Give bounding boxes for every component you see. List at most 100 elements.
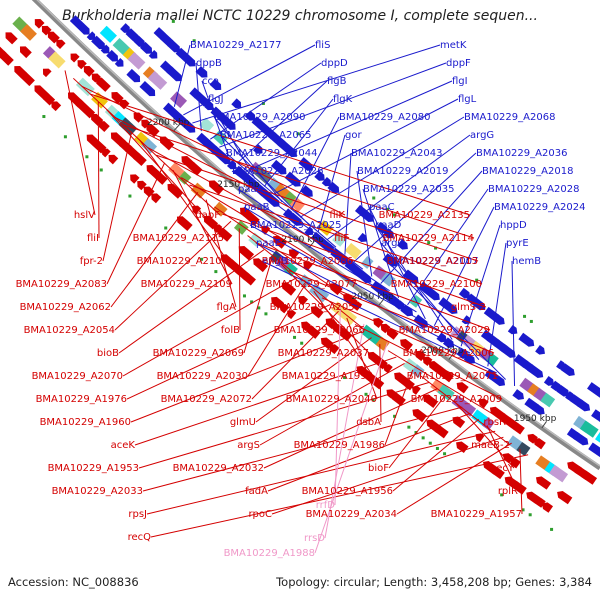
gene-labels: BMA10229_A2177 fliS metK dppB dppD dppF cca flg… (16, 40, 586, 559)
gene-label: aceK (111, 440, 136, 451)
feature-block (540, 392, 556, 408)
gene-arrow (151, 193, 162, 204)
feature-mark (164, 226, 168, 230)
gene-label: BMA10229_A2071 (407, 371, 498, 382)
leader-line (272, 98, 459, 195)
gene-label: BMA10229_A1976 (36, 394, 127, 405)
feature-mark (427, 241, 431, 245)
feature-mark (63, 135, 67, 139)
leader-line (255, 242, 471, 354)
gene-label: hppD (500, 220, 527, 231)
gene-arrow (20, 71, 35, 87)
gene-arrow (591, 409, 600, 421)
gene-label: BMA10229_A2115 (133, 233, 224, 244)
gene-arrow (270, 159, 287, 175)
feature-block (177, 171, 192, 185)
gene-arrow (518, 332, 535, 347)
gene-label: BMA10229_A2026 (232, 166, 323, 177)
feature-mark (372, 196, 376, 200)
gene-label: paaB (244, 202, 270, 213)
leader-line (64, 70, 96, 216)
leader-line (214, 206, 362, 308)
leader-line (420, 375, 511, 446)
feature-mark (529, 319, 533, 323)
gene-arrow (321, 177, 332, 187)
gene-arrow (253, 258, 269, 273)
leader-line (487, 242, 507, 367)
gene-arrow (390, 392, 406, 407)
feature-mark (421, 436, 425, 440)
feature-block (199, 117, 215, 133)
leader-line (388, 394, 447, 469)
gene-label: BMA10229_A2036 (476, 148, 567, 159)
feature-ring (171, 19, 533, 323)
gene-arrow (77, 60, 87, 70)
gene-arrow (166, 66, 182, 82)
feature-block (579, 420, 599, 438)
feature-mark (85, 155, 89, 159)
leader-line (263, 98, 334, 187)
gene-arrow (502, 453, 514, 464)
gene-arrow (120, 23, 130, 33)
tick-label: 2200 kbp (147, 118, 190, 128)
leader-line (243, 206, 417, 313)
leader-line (263, 388, 438, 469)
leader-line (519, 448, 523, 515)
gene-arrow (533, 438, 546, 450)
gene-arrow (34, 18, 45, 29)
gene-label: bioF (368, 463, 389, 474)
gene-label: fliS (315, 40, 330, 51)
gene-label: BMA10229_A2057 (270, 302, 361, 313)
gene-label: BMA10229_A2024 (494, 202, 585, 213)
gene-label: BMA10229_A2037 (278, 348, 369, 359)
gene-label: flgL (458, 94, 477, 105)
leader-line (110, 192, 199, 308)
feature-block (48, 51, 66, 69)
leader-line (380, 170, 483, 284)
gene-label: BMA10229_A1957 (431, 509, 522, 520)
tick-label: 2100 kbp (281, 235, 324, 245)
summary-text: Topology: circular; Length: 3,458,208 bp… (276, 575, 592, 589)
gene-label: BMA10229_A2177 (190, 40, 281, 51)
feature-block (75, 77, 95, 97)
feature-block (458, 399, 477, 417)
tick-mark (448, 352, 455, 360)
tick-mark (243, 186, 250, 194)
gene-arrow (357, 232, 367, 243)
gene-arrow (382, 253, 398, 267)
gene-arrow (305, 325, 321, 339)
gene-arrow (195, 65, 208, 78)
leader-line (102, 132, 132, 262)
feature-block (212, 129, 229, 146)
gene-arrow (41, 25, 52, 36)
gene-arrow (397, 239, 408, 250)
gene-arrow (361, 210, 374, 223)
gene-arrow (217, 228, 233, 242)
gene-label: BMA10229_A2040 (286, 394, 377, 405)
leader-line (192, 44, 441, 124)
gene-arrow (84, 108, 96, 119)
gene-label: BMA10229_A2068 (464, 112, 555, 123)
gene-arrow (383, 228, 394, 239)
gene-arrow (139, 81, 156, 97)
gene-arrow (279, 304, 290, 314)
gene-arrow (385, 292, 400, 306)
gene-arrow (51, 101, 62, 112)
gene-arrow (490, 466, 505, 480)
feature-mark (192, 39, 196, 43)
feature-mark (42, 115, 46, 119)
gene-arrow (456, 382, 469, 394)
gene-label: BMA10229_A2090 (214, 112, 305, 123)
gene-label: BMA10229_A2018 (482, 166, 573, 177)
gene-arrow (458, 287, 471, 299)
gene-arrow (422, 394, 439, 409)
gene-arrow (231, 98, 242, 109)
gene-label: BMA10229_A2135 (379, 210, 470, 221)
gene-arrow (443, 372, 454, 383)
leader-line (460, 224, 501, 347)
gene-label: gor (345, 130, 362, 141)
gene-label: BMA10229_A1953 (48, 463, 139, 474)
feature-mark (393, 414, 397, 418)
leader-line (326, 134, 471, 241)
